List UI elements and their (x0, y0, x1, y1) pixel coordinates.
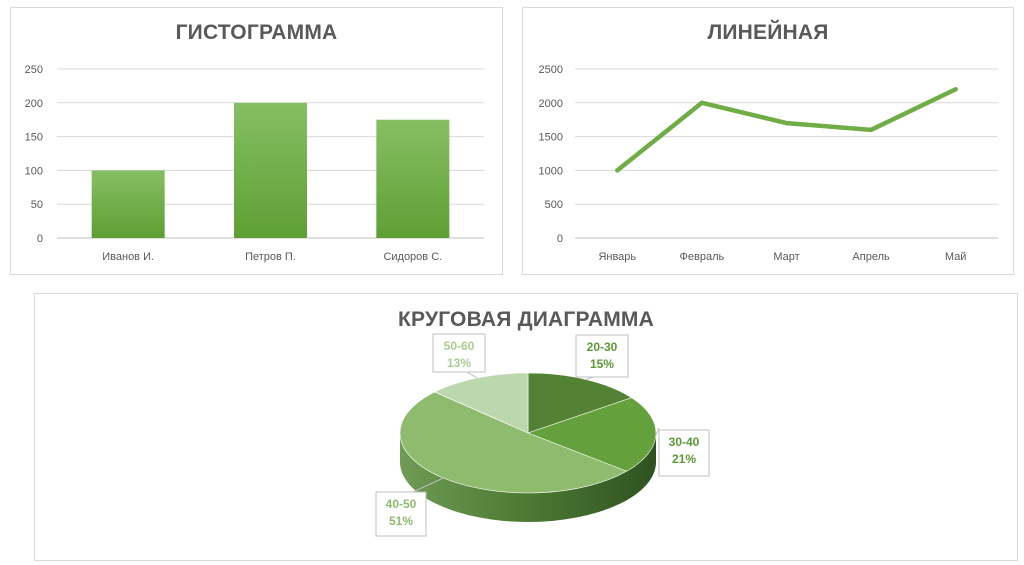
y-tick-label: 0 (37, 233, 43, 245)
y-tick-label: 250 (25, 64, 43, 76)
x-tick-label: Петров П. (245, 251, 296, 263)
y-tick-label: 50 (31, 199, 43, 211)
y-tick-label: 2500 (539, 64, 563, 76)
pie-label-value: 13% (447, 356, 471, 370)
pie-label-value: 51% (389, 514, 413, 528)
y-tick-label: 200 (25, 98, 43, 110)
y-tick-label: 150 (25, 132, 43, 144)
pie-label-value: 21% (672, 452, 696, 466)
x-tick-label: Январь (598, 251, 636, 263)
pie-chart-title: КРУГОВАЯ ДИАГРАММА (398, 308, 654, 331)
y-tick-label: 500 (545, 199, 563, 211)
line-chart-plot: 0 500 1000 1500 2000 2500 Январь Февраль Март Апр… (539, 64, 998, 263)
bar (376, 119, 450, 238)
x-tick-label: Сидоров С. (383, 251, 442, 263)
x-tick-label: Май (945, 251, 967, 263)
pie-label-category: 30-40 (669, 435, 700, 449)
bar (91, 170, 165, 238)
pie-label-box (575, 334, 629, 378)
pie-label-category: 20-30 (587, 340, 618, 354)
line-chart-title: ЛИНЕЙНАЯ (707, 21, 829, 44)
bar-chart-title: ГИСТОГРАММА (175, 21, 338, 44)
x-tick-label: Февраль (680, 251, 725, 263)
line-chart-panel: ЛИНЕЙНАЯ 0 500 1000 1500 2000 2500 Январь Февра… (522, 7, 1014, 275)
pie-side-wall (400, 433, 656, 522)
pie-label-category: 40-50 (386, 497, 417, 511)
x-tick-label: Март (773, 251, 799, 263)
pie-slice (527, 372, 633, 434)
line-series (615, 87, 958, 173)
pie-leader-line (412, 477, 444, 493)
y-tick-label: 1500 (539, 132, 563, 144)
bar-chart-panel: ГИСТОГРАММА 0 50 100 150 200 250 Иванов И. Петр… (10, 7, 503, 275)
y-tick-label: 2000 (539, 98, 563, 110)
bar-chart-plot: 0 50 100 150 200 250 Иванов И. Петров П. Сидоров… (25, 64, 484, 263)
x-tick-label: Иванов И. (102, 251, 154, 263)
pie-label-box (658, 429, 710, 477)
pie-slice (433, 372, 529, 434)
pie-leader-line (655, 427, 660, 436)
bar (234, 102, 307, 238)
x-tick-label: Апрель (852, 251, 890, 263)
pie-label-box (432, 333, 486, 373)
pie-label-value: 15% (590, 357, 614, 371)
y-tick-label: 1000 (539, 165, 563, 177)
pie-chart-panel: КРУГОВАЯ ДИАГРАММА 20-30 15% 30-40 21% 40-50… (34, 293, 1018, 561)
y-tick-label: 100 (25, 165, 43, 177)
pie-chart-plot: 20-30 15% 30-40 21% 40-50 51% 50-60 13% (375, 333, 710, 537)
pie-label-category: 50-60 (444, 339, 475, 353)
pie-label-box (375, 491, 427, 537)
pie-leader-line (466, 371, 478, 379)
y-tick-label: 0 (557, 233, 563, 245)
